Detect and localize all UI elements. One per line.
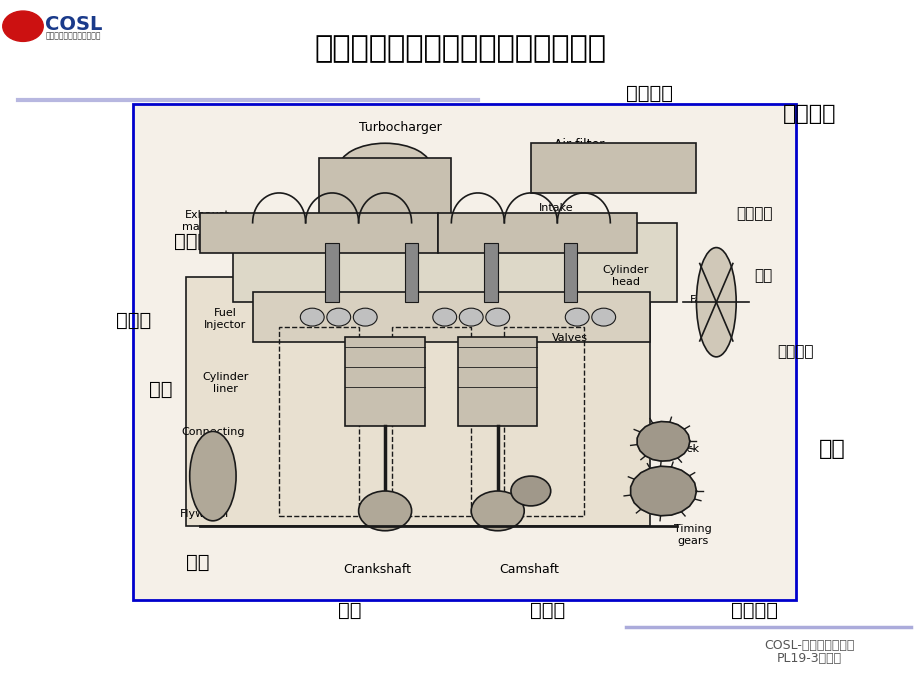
Polygon shape (630, 466, 696, 515)
Bar (187, 277, 650, 526)
Text: Timing
gears: Timing gears (673, 524, 711, 546)
Text: 喷油嘴: 喷油嘴 (116, 311, 151, 331)
Text: 排气总成: 排气总成 (174, 232, 221, 251)
Bar (345, 337, 425, 426)
Text: Valves: Valves (551, 333, 588, 343)
Circle shape (510, 476, 550, 506)
Text: Exhaust
manifold: Exhaust manifold (182, 210, 232, 232)
Text: Cylinder
liner: Cylinder liner (202, 372, 248, 394)
Circle shape (485, 308, 509, 326)
Text: Flywheel: Flywheel (179, 509, 229, 519)
Ellipse shape (338, 144, 431, 193)
Text: 缸头: 缸头 (754, 268, 772, 284)
Bar (404, 243, 418, 302)
Text: Crankshaft: Crankshaft (343, 563, 411, 575)
Text: 冷却风扇: 冷却风扇 (777, 344, 813, 359)
Text: Cylinder
head: Cylinder head (602, 265, 648, 287)
Circle shape (432, 308, 456, 326)
Text: 中海油田服务股份有限公司: 中海油田服务股份有限公司 (46, 31, 101, 41)
Bar (325, 243, 338, 302)
Text: Camshaft: Camshaft (498, 563, 559, 575)
Text: Fuel
Injector: Fuel Injector (204, 308, 246, 330)
FancyBboxPatch shape (133, 104, 795, 600)
Text: Air filter: Air filter (554, 139, 604, 151)
Bar (278, 327, 358, 516)
Circle shape (358, 491, 411, 531)
Ellipse shape (696, 248, 735, 357)
Circle shape (326, 308, 350, 326)
Text: 空气滤芯: 空气滤芯 (782, 104, 835, 124)
Text: 飞轮: 飞轮 (186, 553, 210, 572)
Text: 进气总成: 进气总成 (735, 206, 772, 221)
Circle shape (471, 491, 524, 531)
Bar (530, 144, 696, 193)
Text: Connecting
rod: Connecting rod (181, 427, 245, 449)
Circle shape (591, 308, 615, 326)
Circle shape (300, 308, 323, 326)
Bar (504, 327, 584, 516)
Text: 涡轮增压: 涡轮增压 (625, 83, 672, 103)
Text: Piston: Piston (461, 371, 494, 381)
Bar (391, 327, 471, 516)
Bar (233, 223, 675, 302)
Text: 凸轮轴: 凸轮轴 (529, 601, 564, 620)
Polygon shape (637, 422, 689, 461)
Ellipse shape (189, 431, 236, 521)
Circle shape (353, 308, 377, 326)
Bar (484, 243, 497, 302)
Circle shape (564, 308, 588, 326)
Text: Turbocharger: Turbocharger (358, 121, 441, 134)
Bar (563, 243, 576, 302)
Bar (458, 337, 537, 426)
Text: 曲轴: 曲轴 (337, 601, 361, 620)
Text: 缸体: 缸体 (149, 380, 173, 400)
Circle shape (3, 11, 43, 41)
Text: Intake
manifold: Intake manifold (531, 203, 581, 225)
Text: 壳体: 壳体 (818, 439, 845, 458)
Bar (437, 213, 636, 253)
Text: PL19-3项目组: PL19-3项目组 (777, 653, 841, 665)
Text: COSL-油田生产事业部: COSL-油田生产事业部 (764, 639, 854, 651)
Text: Block: Block (670, 444, 699, 453)
Bar (199, 213, 437, 253)
Bar (253, 293, 650, 342)
Text: Fan: Fan (688, 295, 709, 305)
Text: COSL: COSL (45, 14, 102, 34)
Text: 一、发动机的组成及三大系统示意图: 一、发动机的组成及三大系统示意图 (313, 34, 606, 63)
Bar (319, 158, 451, 218)
Text: 正时齿轮: 正时齿轮 (730, 601, 777, 620)
Circle shape (459, 308, 482, 326)
